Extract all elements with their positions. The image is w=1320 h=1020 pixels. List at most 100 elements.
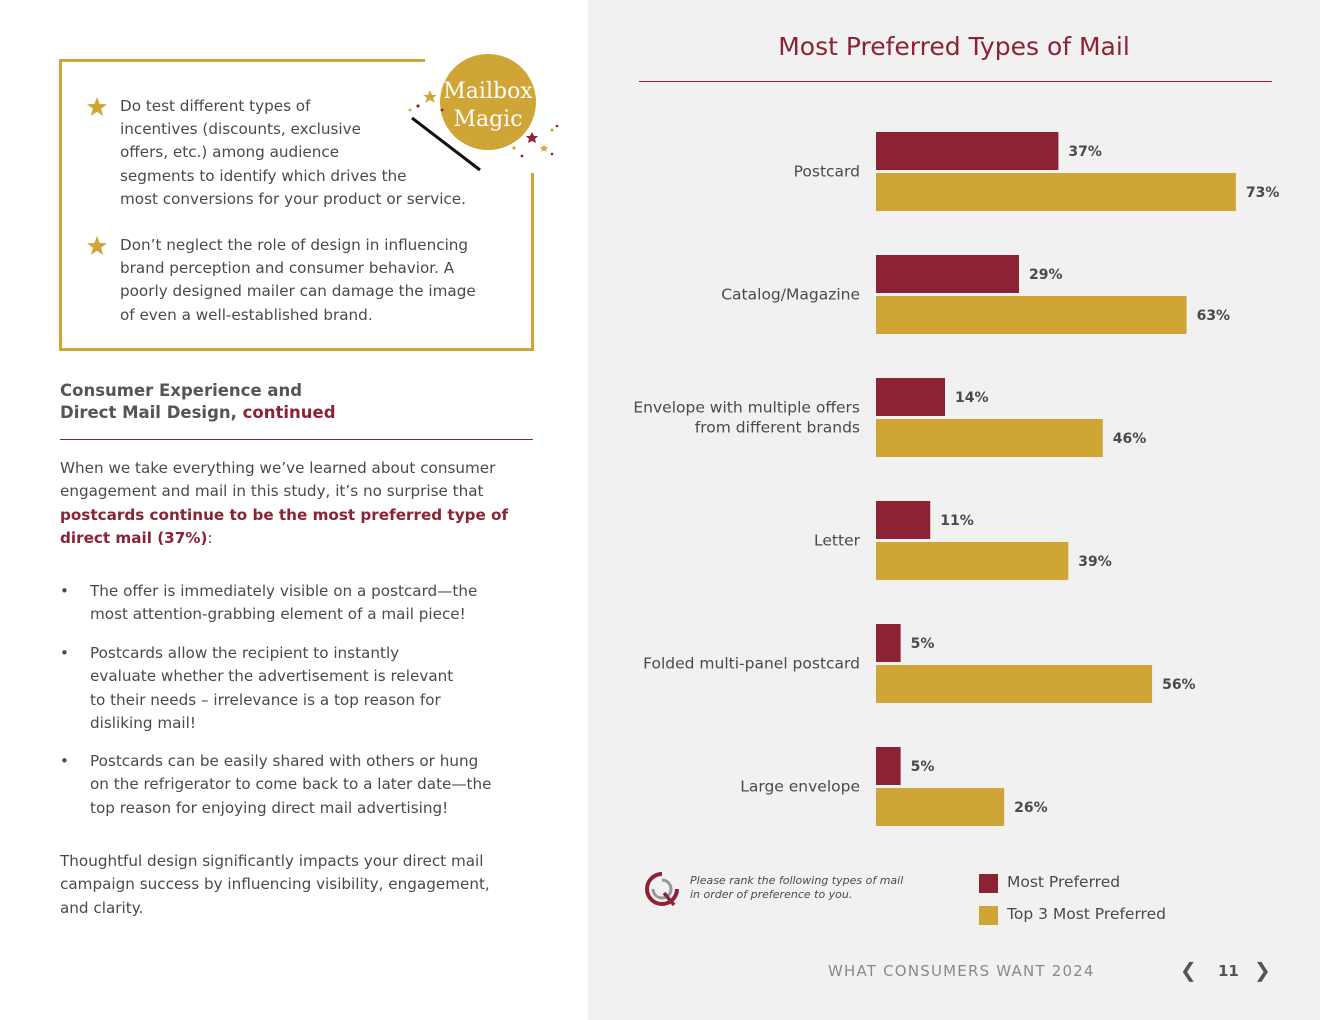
section-title-text: Direct Mail Design, xyxy=(60,403,243,422)
bullet-line: Postcards allow the recipient to instant… xyxy=(90,644,400,662)
bar-top3-preferred xyxy=(876,419,1103,457)
bar-most-preferred xyxy=(876,255,1019,293)
sparkle-icon xyxy=(526,132,538,143)
chart-title-divider xyxy=(639,81,1272,82)
bar-top3-preferred xyxy=(876,542,1069,580)
tip-1-line: offers, etc.) among audience xyxy=(120,143,340,162)
sparkle-icon xyxy=(423,90,437,103)
sparkle-icon xyxy=(540,144,548,152)
sparkle-dot xyxy=(555,124,559,128)
bullet-line: most attention-grabbing element of a mai… xyxy=(90,605,466,624)
bar-top3-preferred xyxy=(876,296,1187,334)
bar-most-preferred xyxy=(876,501,931,539)
bar-value-label: 56% xyxy=(1162,677,1196,693)
category-label: Catalog/Magazine xyxy=(721,286,860,304)
bullet-line: top reason for enjoying direct mail adve… xyxy=(90,798,449,817)
bar-most-preferred xyxy=(876,747,901,785)
category-label: from different brands xyxy=(695,419,860,437)
category-label: Postcard xyxy=(794,163,860,181)
legend-label-top3: Top 3 Most Preferred xyxy=(1007,905,1166,923)
bar-value-label: 5% xyxy=(911,636,935,652)
bullet-line: to their needs – irrelevance is a top re… xyxy=(90,690,441,709)
survey-logo-icon xyxy=(645,872,679,907)
bar-value-label: 5% xyxy=(911,759,935,775)
bar-value-label: 39% xyxy=(1078,554,1112,570)
section-title-line-1: Consumer Experience and xyxy=(60,381,303,400)
intro-paragraph: When we take everything we’ve learned ab… xyxy=(60,457,540,551)
wand-icon xyxy=(411,116,481,172)
tip-2-line: of even a well-established brand. xyxy=(120,305,373,324)
bar-value-label: 73% xyxy=(1246,185,1280,201)
bar-top3-preferred xyxy=(876,173,1236,211)
tip-2-line: poorly designed mailer can damage the im… xyxy=(120,282,476,301)
next-page-button[interactable]: ❯ xyxy=(1254,958,1271,982)
prev-page-button[interactable]: ❮ xyxy=(1180,958,1197,982)
sparkle-dot xyxy=(440,108,444,112)
tip-1-line: incentives (discounts, exclusive xyxy=(120,120,361,139)
page-number: 11 xyxy=(1218,962,1239,980)
intro-colon: : xyxy=(207,529,213,548)
bar-most-preferred xyxy=(876,624,901,662)
bullet-line: evaluate whether the advertisement is re… xyxy=(90,667,454,686)
section-title-line-2: Direct Mail Design, continued xyxy=(60,402,336,424)
bullet-item: Postcards can be easily shared with othe… xyxy=(90,750,530,820)
closing-line: and clarity. xyxy=(60,898,144,917)
sparkle-dot xyxy=(512,146,516,150)
tip-1-line: most conversions for your product or ser… xyxy=(120,189,466,208)
bullet-line: Postcards can be easily shared with othe… xyxy=(90,752,479,770)
bar-value-label: 63% xyxy=(1197,308,1231,324)
intro-highlight-line: postcards continue to be the most prefer… xyxy=(60,505,509,524)
intro-line: engagement and mail in this study, it’s … xyxy=(60,482,484,501)
closing-paragraph: Thoughtful design significantly impacts … xyxy=(60,850,540,920)
intro-highlight-line: direct mail (37%) xyxy=(60,529,208,548)
sparkle-dot xyxy=(550,152,554,156)
tip-2: Don’t neglect the role of design in infl… xyxy=(60,234,476,327)
section-divider xyxy=(60,439,533,440)
mailbox-magic-badge: Mailbox Magic xyxy=(408,54,559,172)
bar-value-label: 46% xyxy=(1113,431,1147,447)
bullet-item: The offer is immediately visible on a po… xyxy=(90,580,530,627)
intro-line: When we take everything we’ve learned ab… xyxy=(60,459,496,477)
note-line: Please rank the following types of mail xyxy=(690,874,904,887)
survey-question-note: Please rank the following types of mail … xyxy=(690,874,930,902)
tip-1: Do test different types of incentives (d… xyxy=(60,95,466,211)
bar-value-label: 29% xyxy=(1029,267,1063,283)
category-label: Letter xyxy=(814,532,861,550)
bar-chart: 37% 73% Postcard 29% 63% Catalog/Magazine 14% 4… xyxy=(633,132,1280,826)
bullet-marker: • xyxy=(60,582,69,600)
legend-swatch-most-preferred xyxy=(979,874,998,893)
bar-most-preferred xyxy=(876,378,946,416)
category-label: Large envelope xyxy=(740,778,860,796)
badge-line-2: Magic xyxy=(453,107,522,132)
bullet-item: Postcards allow the recipient to instant… xyxy=(90,642,530,736)
bullet-line: disliking mail! xyxy=(90,714,196,733)
star-icon xyxy=(87,97,107,116)
closing-line: campaign success by influencing visibili… xyxy=(60,875,490,894)
section-title-accent: continued xyxy=(242,403,336,422)
legend-swatch-top3 xyxy=(979,906,998,925)
bar-most-preferred xyxy=(876,132,1059,170)
bar-value-label: 11% xyxy=(940,513,974,529)
sparkle-dot xyxy=(408,108,412,112)
legend-label-most-preferred: Most Preferred xyxy=(1007,873,1121,891)
category-label: Folded multi-panel postcard xyxy=(643,655,860,673)
badge-circle xyxy=(440,54,536,150)
star-icon xyxy=(87,236,107,255)
bar-value-label: 37% xyxy=(1068,144,1102,160)
chart-title: Most Preferred Types of Mail xyxy=(778,32,1130,61)
closing-line: Thoughtful design significantly impacts … xyxy=(60,852,484,870)
bullet-marker: • xyxy=(60,644,69,662)
category-label: Envelope with multiple offers xyxy=(633,399,860,417)
bar-value-label: 26% xyxy=(1014,800,1048,816)
tip-1-line: segments to identify which drives the xyxy=(120,166,407,185)
tip-2-line: brand perception and consumer behavior. … xyxy=(120,259,455,278)
sparkle-dot xyxy=(550,128,554,132)
tip-2-line: Don’t neglect the role of design in infl… xyxy=(120,236,469,254)
publication-title: WHAT CONSUMERS WANT 2024 xyxy=(828,962,1095,980)
badge-line-1: Mailbox xyxy=(443,79,533,104)
bullet-line: The offer is immediately visible on a po… xyxy=(90,582,478,600)
bullet-line: on the refrigerator to come back to a la… xyxy=(90,775,492,794)
bullet-marker: • xyxy=(60,752,69,770)
tip-1-line: Do test different types of xyxy=(120,97,311,115)
bar-top3-preferred xyxy=(876,665,1153,703)
